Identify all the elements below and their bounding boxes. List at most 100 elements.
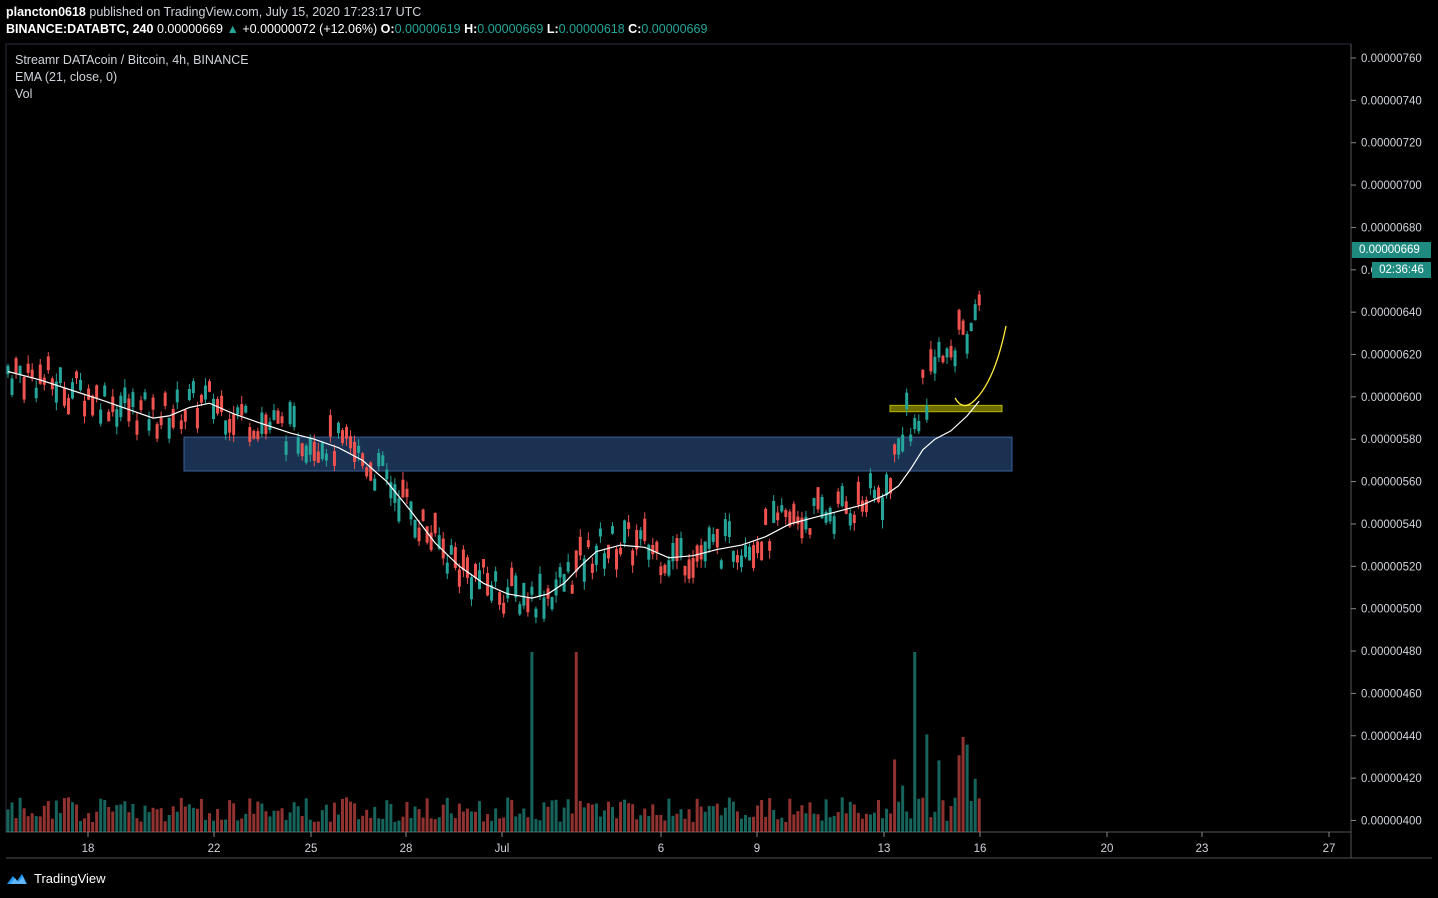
volume-bar (324, 804, 328, 832)
volume-bar (679, 809, 683, 832)
candle-body (506, 587, 510, 599)
symbol-ohlc-line: BINANCE:DATABTC, 240 0.00000669 ▲ +0.000… (6, 21, 707, 38)
candle-body (280, 416, 284, 424)
time-tick-label: 6 (658, 843, 664, 855)
price-axis[interactable]: 0.00000760 0.00000740 0.00000720 0.00000700… (1351, 53, 1422, 827)
time-axis[interactable]: 18 22 25 28 Jul 6 9 13 16 20 23 27 (82, 832, 1336, 855)
volume-bar (929, 817, 933, 832)
volume-bar (312, 821, 316, 832)
volume-bar (760, 800, 764, 832)
volume-bar (369, 817, 373, 832)
volume-bar (707, 806, 711, 832)
candle-body (635, 529, 639, 550)
candle-body (381, 455, 385, 466)
tradingview-brand[interactable]: TradingView (6, 871, 106, 886)
volume-bar (490, 820, 494, 832)
volume-bar (828, 817, 832, 832)
volume-bar (872, 812, 876, 832)
candle-body (683, 565, 687, 576)
candle-body (183, 409, 187, 422)
time-tick-label: 20 (1101, 843, 1114, 855)
volume-bar (127, 812, 131, 832)
candle-body (707, 527, 711, 549)
candle-body (550, 596, 554, 610)
volume-bar (570, 813, 574, 832)
volume-bar (558, 821, 562, 832)
candle-body (731, 551, 735, 562)
candle-body (796, 516, 800, 525)
volume-bar (731, 801, 735, 832)
volume-bar (639, 815, 643, 832)
volume-bar (659, 814, 663, 832)
projection-curve[interactable] (954, 325, 1007, 407)
breakout-retest-zone[interactable] (889, 404, 1003, 413)
ema-line[interactable] (7, 370, 980, 599)
author-name[interactable]: plancton0618 (6, 5, 86, 19)
tradingview-logo-icon (7, 873, 27, 884)
volume-bar (175, 811, 179, 832)
volume-bar (437, 817, 441, 832)
time-tick-label: 28 (400, 843, 413, 855)
volume-bar (868, 814, 872, 832)
candle-body (498, 592, 502, 605)
candle-body (699, 545, 703, 560)
candle-body (332, 451, 336, 466)
candle-body (530, 586, 534, 595)
candle-body (510, 567, 514, 587)
price-tick-label: 0.00000400 (1361, 815, 1422, 827)
candle-body (776, 512, 780, 521)
volume-bar (534, 819, 538, 832)
price-tick-label: 0.00000500 (1361, 604, 1422, 616)
candle-body (800, 517, 804, 539)
candle-body (30, 369, 34, 379)
volume-bar (772, 809, 776, 832)
candle-body (659, 566, 663, 576)
support-zone[interactable] (183, 436, 1013, 472)
candle-body (469, 577, 473, 600)
volume-bar (381, 818, 385, 832)
price-tick-label: 0.00000460 (1361, 688, 1422, 700)
candle-body (893, 444, 897, 455)
volume-bar (506, 797, 510, 832)
candle-body (925, 405, 929, 420)
volume-bar (808, 802, 812, 832)
candle-body (308, 437, 312, 455)
candle-body (14, 358, 18, 374)
candle-body (953, 350, 957, 367)
candle-body (933, 356, 937, 374)
volume-bar (224, 819, 228, 832)
candle-body (115, 409, 119, 427)
candle-body (582, 558, 586, 582)
volume-bar (961, 736, 965, 832)
candle-body (611, 526, 614, 534)
volume-bar (389, 803, 393, 832)
legend-ema[interactable]: EMA (21, close, 0) (15, 70, 118, 84)
candle-body (973, 304, 977, 321)
volume-bar (856, 812, 860, 832)
candle-body (99, 409, 103, 424)
legend-vol[interactable]: Vol (15, 87, 33, 101)
volume-bar (22, 808, 26, 832)
volume-bar (611, 807, 614, 832)
candle-body (393, 484, 397, 503)
volume-bar (75, 804, 79, 832)
volume-bar (361, 815, 365, 832)
volume-bar (546, 806, 550, 832)
candle-body (836, 491, 840, 504)
candle-body (482, 559, 486, 568)
candle-body (860, 500, 864, 512)
volume-bar (54, 800, 58, 832)
candle-body (417, 527, 421, 542)
volume-bar (208, 813, 211, 832)
volume-bar (135, 818, 139, 832)
volume-bar (909, 818, 913, 832)
candle-body (538, 573, 542, 597)
candle-body (840, 486, 844, 507)
volume-bar (832, 815, 836, 832)
candle-body (139, 400, 143, 411)
candle-body (397, 498, 401, 522)
candle-body (445, 562, 449, 574)
price-tick-label: 0.00000760 (1361, 53, 1422, 65)
volume-bar (385, 800, 389, 832)
